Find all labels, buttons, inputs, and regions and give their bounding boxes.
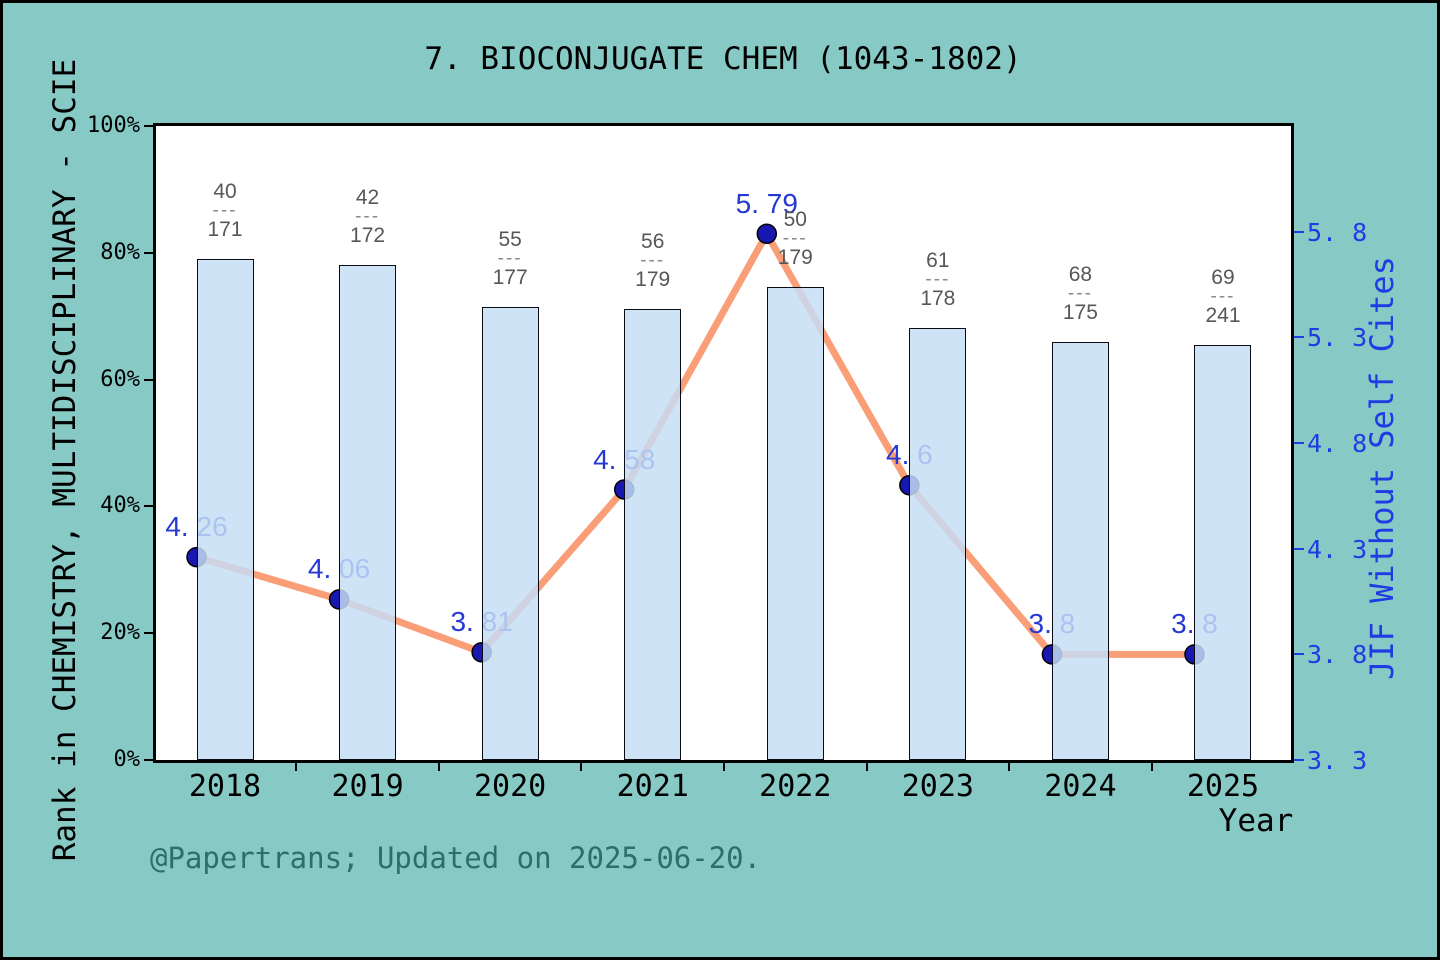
rank-fraction-denominator: 175: [1062, 300, 1098, 324]
left-tick-label: 20%: [100, 620, 140, 646]
attribution-text: @Papertrans; Updated on 2025-06-20.: [150, 841, 762, 875]
right-tick-mark: [1294, 336, 1304, 339]
rank-fraction-denominator: 179: [777, 246, 813, 270]
right-tick-label: 4. 8: [1307, 429, 1368, 458]
right-tick-mark: [1294, 759, 1304, 761]
year-tick-label: 2021: [616, 769, 689, 804]
rank-fraction-numerator: 68: [1068, 262, 1093, 286]
rank-bar: [196, 258, 254, 760]
rank-fraction-numerator: 56: [641, 229, 665, 253]
rank-bar: [624, 308, 682, 760]
left-tick-mark: [144, 759, 153, 761]
x-axis-title: Year: [1218, 803, 1294, 839]
rank-fraction: 50 --- 179: [778, 207, 813, 270]
rank-bar: [339, 264, 397, 760]
rank-fraction: 61 --- 178: [920, 248, 955, 311]
left-tick-mark: [144, 125, 153, 127]
right-axis-title: JIF Without Self Cites: [1363, 256, 1401, 680]
right-tick-label: 5. 8: [1307, 217, 1368, 247]
rank-bar: [909, 328, 967, 760]
rank-fraction-denominator: 177: [492, 266, 528, 290]
chart-layers: 4. 264. 063. 814. 585. 794. 63. 83. 840-…: [156, 126, 1291, 760]
fraction-divider-dashes: ---: [212, 199, 238, 221]
rank-fraction-numerator: 42: [355, 185, 380, 209]
rank-fraction-numerator: 61: [926, 249, 950, 273]
rank-fraction-denominator: 172: [350, 223, 386, 247]
rank-bar: [766, 287, 824, 760]
x-minor-tick: [1008, 763, 1011, 771]
left-tick-mark: [144, 251, 153, 254]
left-tick-mark: [144, 378, 153, 381]
year-tick-label: 2022: [759, 769, 832, 804]
rank-fraction-denominator: 241: [1205, 303, 1241, 327]
x-minor-tick: [437, 763, 440, 771]
x-minor-tick: [295, 763, 298, 771]
x-minor-tick: [865, 763, 868, 771]
year-tick-label: 2018: [188, 769, 262, 804]
rank-fraction-denominator: 179: [635, 267, 671, 291]
fraction-divider-dashes: ---: [497, 248, 523, 270]
right-tick-mark: [1294, 653, 1304, 656]
fraction-divider-dashes: ---: [355, 205, 381, 227]
right-tick-mark: [1294, 442, 1304, 444]
left-tick-mark: [144, 632, 153, 635]
rank-bar: [1051, 341, 1109, 760]
left-tick-label: 60%: [100, 366, 140, 392]
year-tick-label: 2020: [474, 769, 547, 804]
rank-fraction-numerator: 40: [213, 179, 237, 203]
rank-fraction: 56 --- 179: [635, 229, 670, 292]
right-tick-mark: [1294, 547, 1304, 550]
fraction-divider-dashes: ---: [925, 269, 951, 291]
jif-value-label: 5. 79: [735, 187, 798, 219]
x-minor-tick: [1150, 763, 1153, 771]
fraction-divider-dashes: ---: [1067, 282, 1093, 304]
plot-area: 4. 264. 063. 814. 585. 794. 63. 83. 840-…: [153, 123, 1294, 763]
x-minor-tick: [722, 763, 725, 771]
rank-fraction: 68 --- 175: [1063, 262, 1098, 325]
rank-fraction: 55 --- 177: [493, 227, 528, 290]
rank-fraction-numerator: 69: [1211, 265, 1235, 289]
year-tick-label: 2024: [1044, 769, 1117, 804]
right-tick-label: 4. 3: [1307, 534, 1368, 564]
chart-title: 7. BIOCONJUGATE CHEM (1043-1802): [424, 41, 1022, 77]
rank-fraction-denominator: 171: [207, 217, 243, 241]
year-tick-label: 2023: [901, 769, 974, 804]
fraction-divider-dashes: ---: [640, 249, 666, 271]
fraction-divider-dashes: ---: [1210, 285, 1236, 307]
x-minor-tick: [580, 763, 583, 771]
left-tick-label: 100%: [87, 113, 140, 138]
left-axis-title: Rank in CHEMISTRY, MULTIDISCIPLINARY - S…: [47, 58, 83, 862]
left-tick-label: 40%: [100, 493, 140, 519]
left-tick-mark: [144, 505, 153, 508]
jif-marker: [756, 223, 778, 245]
year-tick-label: 2025: [1186, 769, 1260, 804]
fraction-divider-dashes: ---: [782, 228, 808, 250]
rank-fraction-numerator: 50: [783, 208, 807, 232]
right-tick-label: 3. 8: [1307, 640, 1368, 670]
right-tick-mark: [1294, 230, 1304, 233]
rank-bar: [481, 307, 539, 760]
rank-bar: [1194, 344, 1252, 760]
rank-fraction: 42 --- 172: [350, 185, 385, 248]
right-tick-label: 5. 3: [1307, 323, 1368, 353]
jif-line-layer: [186, 223, 1205, 665]
left-tick-label: 0%: [113, 747, 141, 772]
rank-fraction: 69 --- 241: [1205, 265, 1240, 328]
right-tick-label: 3. 3: [1307, 746, 1368, 775]
year-tick-label: 2019: [331, 769, 404, 804]
rank-fraction: 40 --- 171: [207, 179, 242, 242]
rank-fraction-numerator: 55: [498, 228, 522, 252]
left-tick-label: 80%: [100, 239, 140, 265]
rank-fraction-denominator: 178: [920, 287, 956, 311]
